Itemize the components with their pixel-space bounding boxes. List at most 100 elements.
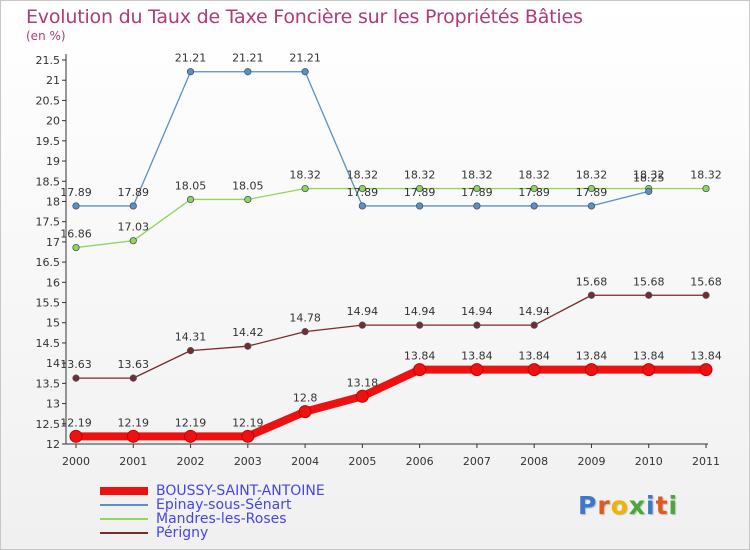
data-label: 13.18 bbox=[347, 376, 379, 389]
data-label: 13.84 bbox=[404, 350, 436, 363]
data-point bbox=[587, 291, 596, 299]
data-point bbox=[69, 429, 83, 443]
data-label: 18.05 bbox=[175, 179, 207, 192]
data-point bbox=[241, 429, 255, 443]
data-point bbox=[587, 184, 596, 193]
y-tick-label: 16 bbox=[46, 276, 60, 289]
data-label: 13.84 bbox=[461, 350, 493, 363]
data-point bbox=[129, 202, 137, 210]
legend-swatch bbox=[100, 487, 148, 495]
data-point bbox=[473, 321, 481, 329]
data-point bbox=[129, 374, 137, 382]
data-point bbox=[642, 363, 656, 377]
data-label: 15.68 bbox=[576, 275, 608, 288]
legend-label: BOUSSY-SAINT-ANTOINE bbox=[156, 483, 325, 499]
data-point bbox=[129, 237, 137, 245]
data-point bbox=[530, 184, 538, 193]
data-point bbox=[645, 291, 653, 299]
data-point bbox=[184, 429, 198, 443]
y-tick-label: 18 bbox=[46, 195, 60, 208]
proxiti-logo: Proxiti bbox=[578, 491, 678, 520]
data-point bbox=[298, 405, 312, 419]
logo-letter: o bbox=[610, 491, 629, 520]
data-label: 18.32 bbox=[461, 169, 493, 182]
data-label: 13.84 bbox=[576, 350, 608, 363]
x-tick-label: 2008 bbox=[520, 455, 548, 468]
data-label: 13.63 bbox=[60, 358, 92, 371]
data-point bbox=[301, 184, 309, 193]
data-label: 14.78 bbox=[289, 312, 321, 325]
data-label: 18.32 bbox=[576, 169, 608, 182]
data-label: 17.89 bbox=[118, 186, 150, 199]
x-tick-label: 2009 bbox=[577, 455, 605, 468]
y-tick-label: 16.5 bbox=[36, 256, 61, 269]
data-point bbox=[72, 202, 80, 210]
data-label: 13.84 bbox=[518, 350, 550, 363]
data-label: 17.89 bbox=[404, 186, 436, 199]
data-point bbox=[301, 68, 309, 76]
x-tick-label: 2006 bbox=[406, 455, 434, 468]
y-tick-label: 15.5 bbox=[36, 297, 61, 310]
logo-letter: i bbox=[646, 491, 656, 520]
y-tick-label: 19.5 bbox=[36, 135, 61, 148]
data-label: 12.19 bbox=[118, 416, 150, 429]
y-tick-label: 14 bbox=[46, 357, 60, 370]
data-label: 14.94 bbox=[347, 305, 379, 318]
data-point bbox=[530, 321, 538, 329]
y-tick-label: 17 bbox=[46, 236, 60, 249]
data-point bbox=[413, 363, 427, 377]
data-label: 17.89 bbox=[461, 186, 493, 199]
data-point bbox=[587, 202, 596, 210]
data-label: 12.19 bbox=[60, 416, 92, 429]
logo-letter: i bbox=[668, 491, 679, 520]
y-tick-label: 21 bbox=[46, 74, 60, 87]
data-point bbox=[358, 184, 366, 193]
y-tick-label: 12 bbox=[46, 438, 60, 451]
data-label: 14.94 bbox=[518, 305, 550, 318]
data-point bbox=[416, 184, 424, 193]
data-point bbox=[699, 363, 713, 377]
y-tick-label: 19 bbox=[46, 155, 60, 168]
data-point bbox=[244, 68, 252, 76]
data-label: 17.89 bbox=[347, 186, 379, 199]
data-point bbox=[416, 321, 424, 329]
data-label: 12.19 bbox=[232, 416, 264, 429]
data-point bbox=[126, 429, 140, 443]
legend-label: Périgny bbox=[156, 525, 209, 541]
data-label: 21.21 bbox=[175, 52, 207, 65]
x-tick-label: 2001 bbox=[119, 455, 147, 468]
legend-swatch bbox=[100, 504, 148, 506]
y-tick-label: 20.5 bbox=[36, 94, 61, 107]
data-label: 12.19 bbox=[175, 416, 207, 429]
data-label: 17.89 bbox=[518, 186, 550, 199]
data-label: 21.21 bbox=[289, 52, 321, 65]
data-point bbox=[244, 342, 252, 350]
data-label: 18.05 bbox=[232, 179, 264, 192]
data-point bbox=[527, 363, 541, 377]
data-point bbox=[358, 202, 366, 210]
data-point bbox=[72, 243, 80, 252]
data-label: 18.32 bbox=[633, 169, 665, 182]
data-point bbox=[244, 195, 252, 204]
y-tick-label: 21.5 bbox=[36, 54, 61, 67]
x-tick-label: 2000 bbox=[62, 455, 90, 468]
data-point bbox=[473, 202, 481, 210]
y-tick-label: 17.5 bbox=[36, 216, 61, 229]
data-point bbox=[416, 202, 424, 210]
x-tick-label: 2002 bbox=[177, 455, 205, 468]
x-tick-label: 2005 bbox=[348, 455, 376, 468]
data-point bbox=[355, 389, 369, 403]
data-label: 14.31 bbox=[175, 331, 207, 344]
logo-letter: r bbox=[597, 491, 611, 520]
logo-letter: x bbox=[628, 491, 646, 520]
data-point bbox=[72, 374, 80, 382]
data-label: 17.89 bbox=[576, 186, 608, 199]
y-tick-label: 13.5 bbox=[36, 377, 61, 390]
x-tick-label: 2004 bbox=[291, 455, 319, 468]
x-tick-label: 2003 bbox=[234, 455, 262, 468]
data-label: 18.25 bbox=[633, 171, 665, 184]
y-tick-label: 13 bbox=[46, 398, 60, 411]
x-tick-label: 2007 bbox=[463, 455, 491, 468]
